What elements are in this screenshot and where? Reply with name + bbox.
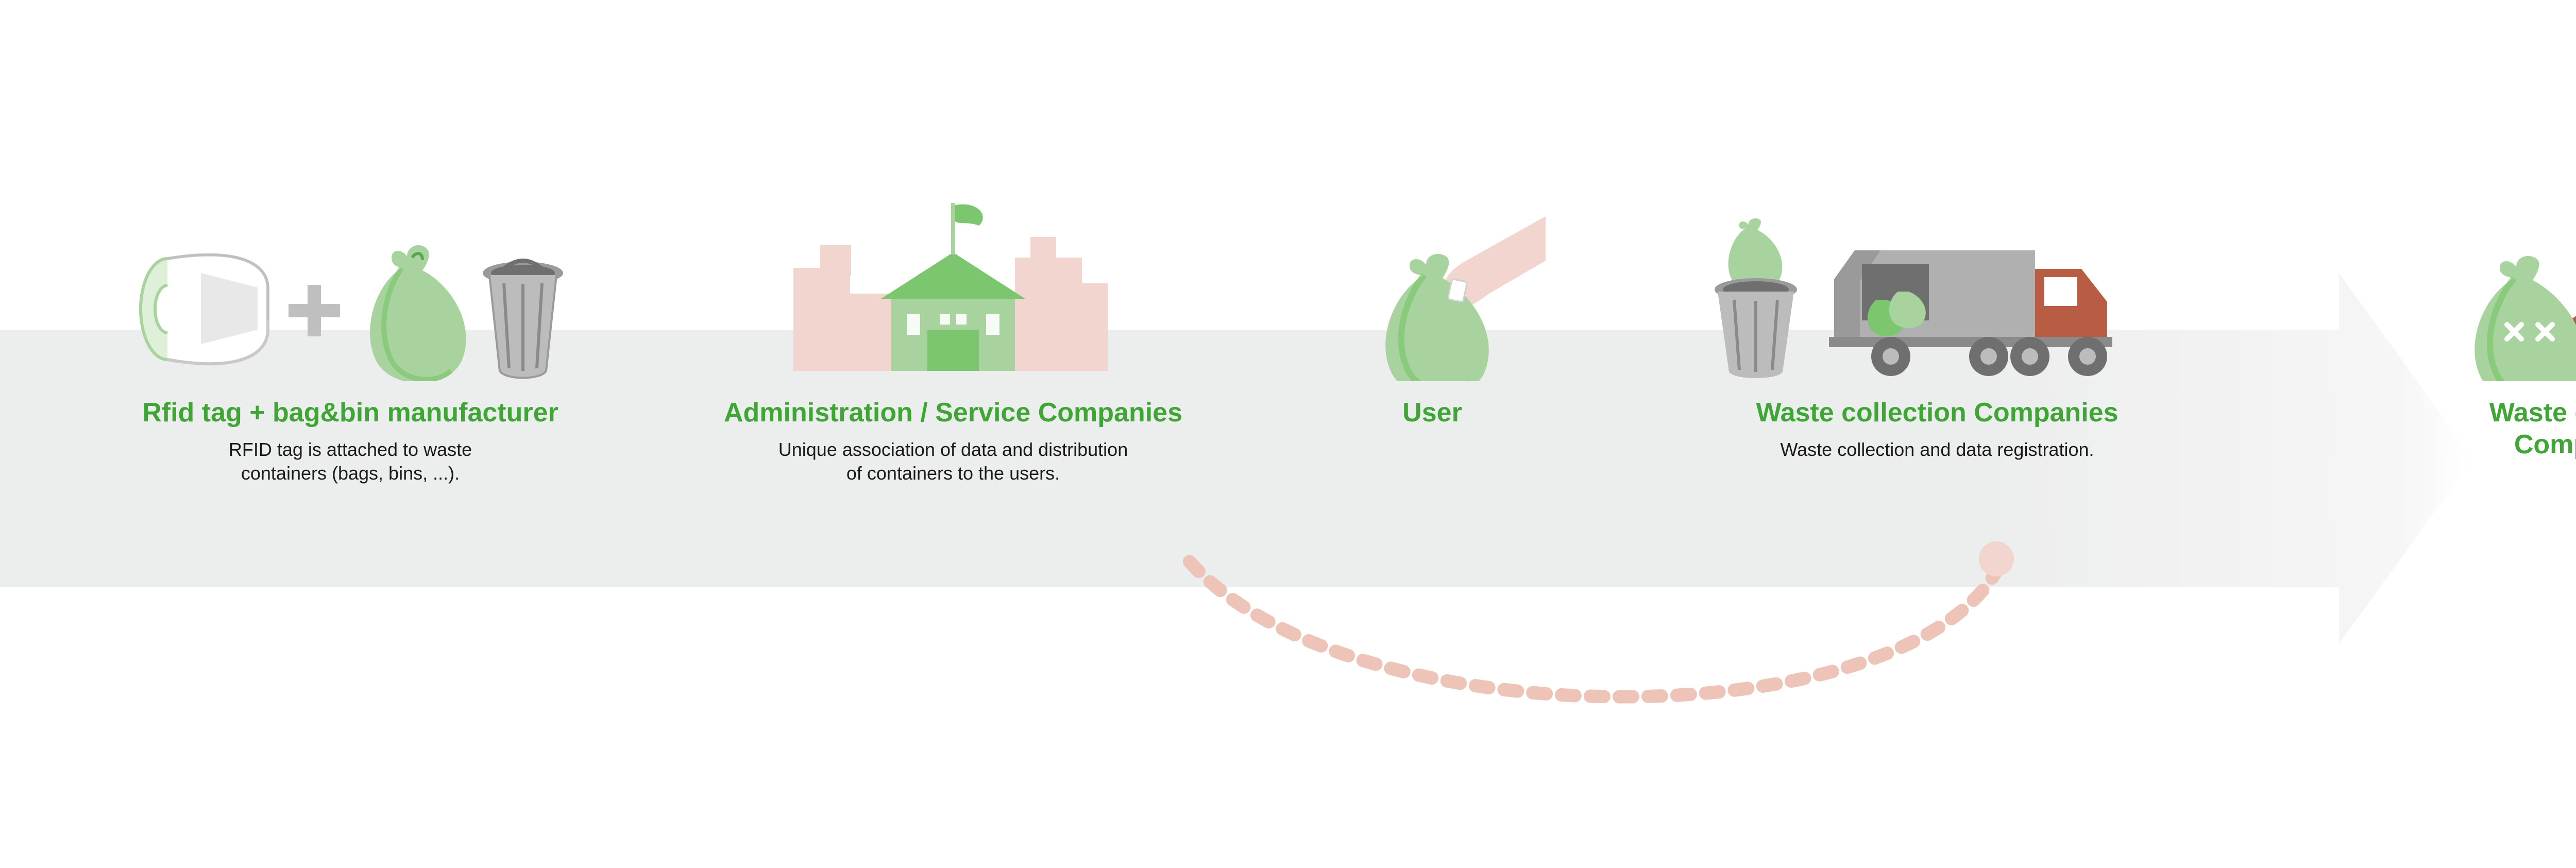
stage-title: Waste disposal Companies [2432, 397, 2576, 461]
bin-truck-icon [1710, 216, 2164, 381]
stage-user: User [1303, 216, 1561, 438]
stage-manufacturer: Rfid tag + bag&bin manufacturer RFID tag… [118, 222, 582, 486]
disposal-icons [2432, 216, 2576, 381]
stage-desc: Waste collection and data registration. [1705, 438, 2169, 462]
stage-title: User [1303, 397, 1561, 429]
administration-icons [721, 196, 1185, 381]
data-origin-dot [1979, 541, 2014, 576]
bag-factory-icon [2442, 216, 2576, 381]
infographic-canvas: Rfid tag + bag&bin manufacturer RFID tag… [0, 0, 2576, 868]
stage-title: Waste collection Companies [1705, 397, 2169, 429]
stage-desc: Unique association of data and distribut… [721, 438, 1185, 485]
stage-desc: RFID tag is attached to waste containers… [118, 438, 582, 485]
stage-disposal: Waste disposal Companies [2432, 216, 2576, 470]
building-icon [773, 196, 1133, 381]
rfid-bag-bin-icon [129, 222, 572, 381]
stage-administration: Administration / Service Companies Uniqu… [721, 196, 1185, 486]
stage-collection: Waste collection Companies Waste collect… [1705, 216, 2169, 462]
stage-title: Rfid tag + bag&bin manufacturer [118, 397, 582, 429]
user-icons [1303, 216, 1561, 381]
hand-bag-icon [1319, 216, 1546, 381]
collection-icons [1705, 216, 2169, 381]
manufacturer-icons [118, 222, 582, 381]
stage-title: Administration / Service Companies [721, 397, 1185, 429]
